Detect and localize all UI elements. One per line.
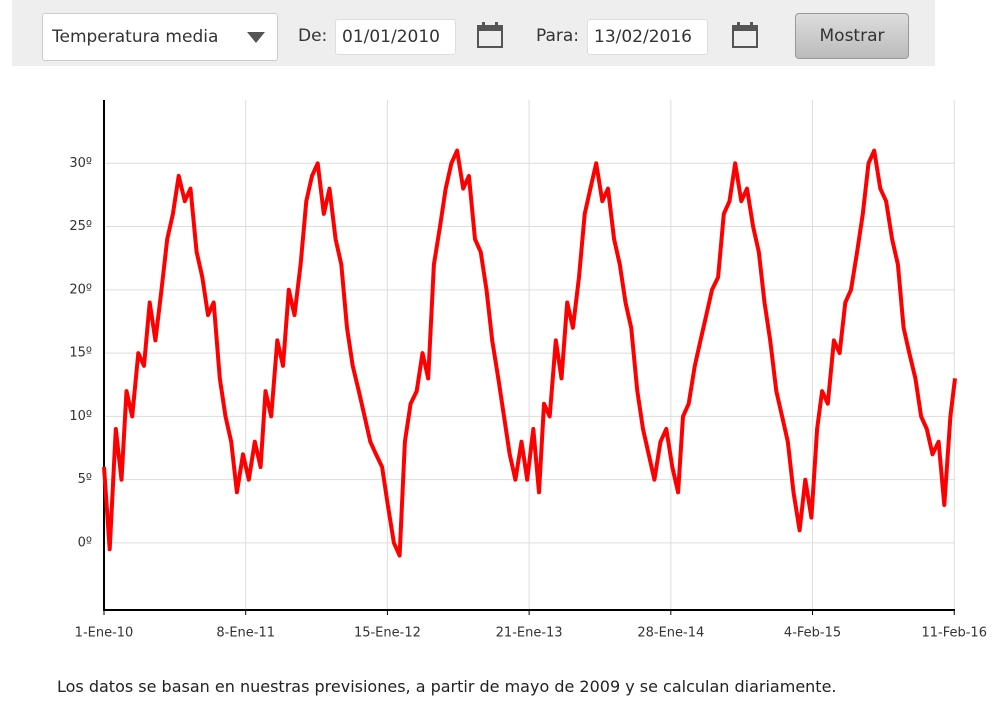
metric-select-text: Temperatura media xyxy=(52,27,219,47)
chart: 0º 5º 10º 15º 20º 25º 30º 1-Ene-10 8-Ene-11 15-En… xyxy=(69,100,987,641)
y-tick-label: 20º xyxy=(69,282,92,297)
y-tick-label: 10º xyxy=(69,409,92,424)
to-date-input[interactable]: 13/02/2016 xyxy=(587,19,708,55)
temperature-line xyxy=(102,148,957,558)
to-date-text: 13/02/2016 xyxy=(594,27,692,47)
calendar-icon[interactable] xyxy=(732,22,758,48)
calendar-icon[interactable] xyxy=(477,22,503,48)
toolbar: Temperatura media De: 01/01/2010 Para: 1… xyxy=(12,0,935,66)
from-date-text: 01/01/2010 xyxy=(342,27,440,47)
show-button[interactable]: Mostrar xyxy=(795,13,909,59)
x-tick-label: 15-Ene-12 xyxy=(354,626,421,641)
x-tick-label: 4-Feb-15 xyxy=(784,626,841,641)
y-tick-label: 5º xyxy=(78,472,92,487)
from-label: De: xyxy=(298,26,328,46)
x-tick-label: 11-Feb-16 xyxy=(921,626,986,641)
y-tick-label: 30º xyxy=(69,156,92,171)
y-tick-label: 25º xyxy=(69,219,92,234)
footnote: Los datos se basan en nuestras prevision… xyxy=(57,677,837,696)
show-button-text: Mostrar xyxy=(819,26,885,46)
metric-select[interactable]: Temperatura media xyxy=(42,13,278,61)
y-tick-label: 0º xyxy=(78,535,92,550)
x-tick-label: 21-Ene-13 xyxy=(496,626,563,641)
from-date-input[interactable]: 01/01/2010 xyxy=(335,19,456,55)
x-tick-label: 28-Ene-14 xyxy=(637,626,704,641)
x-tick-label: 1-Ene-10 xyxy=(75,626,134,641)
y-tick-label: 15º xyxy=(69,346,92,361)
x-tick-label: 8-Ene-11 xyxy=(216,626,275,641)
to-label: Para: xyxy=(536,26,580,46)
dropdown-arrow xyxy=(247,32,265,43)
